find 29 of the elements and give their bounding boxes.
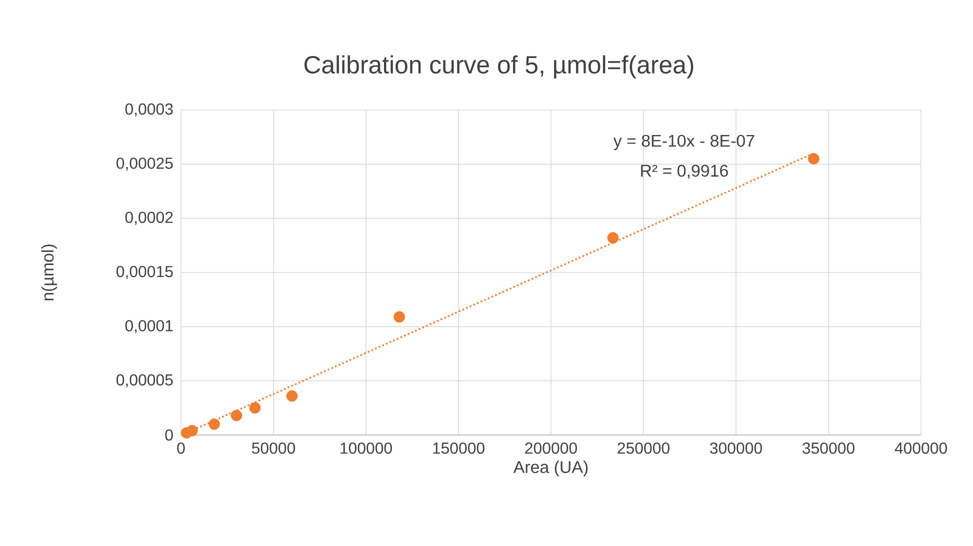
point bbox=[607, 232, 619, 244]
point bbox=[230, 410, 242, 422]
y-tick-label: 0,00005 bbox=[116, 374, 173, 388]
x-tick-label: 0 bbox=[177, 442, 185, 454]
point bbox=[249, 402, 261, 414]
x-tick-label: 50000 bbox=[252, 442, 296, 454]
chart-title: Calibration curve of 5, µmol=f(area) bbox=[304, 55, 694, 79]
x-tick-label: 250000 bbox=[618, 442, 670, 454]
x-tick-label: 100000 bbox=[340, 442, 392, 454]
y-tick-label: 0,0002 bbox=[125, 212, 173, 225]
x-tick-label: 200000 bbox=[525, 442, 577, 454]
x-tick-label: 150000 bbox=[433, 442, 484, 454]
y-tick-label: 0,00025 bbox=[116, 158, 173, 171]
point bbox=[808, 153, 820, 164]
annotation: R² = 0,9916 bbox=[641, 164, 728, 179]
point bbox=[394, 311, 405, 323]
y-tick-label: 0,0001 bbox=[125, 320, 173, 334]
y-tick-label: 0,0003 bbox=[125, 103, 173, 117]
point bbox=[208, 418, 220, 430]
y-axis-title: n(µmol) bbox=[41, 244, 58, 300]
x-tick-label: 350000 bbox=[802, 442, 854, 454]
point bbox=[186, 424, 198, 436]
point bbox=[286, 390, 298, 402]
x-tick-label: 300000 bbox=[710, 442, 762, 454]
y-tick-label: 0,00015 bbox=[116, 266, 173, 280]
x-axis-title: Area (UA) bbox=[513, 460, 588, 476]
x-tick-label: 400000 bbox=[894, 442, 947, 454]
y-tick-label: 0 bbox=[165, 429, 173, 441]
annotation: y = 8E-10x - 8E-07 bbox=[613, 134, 754, 150]
